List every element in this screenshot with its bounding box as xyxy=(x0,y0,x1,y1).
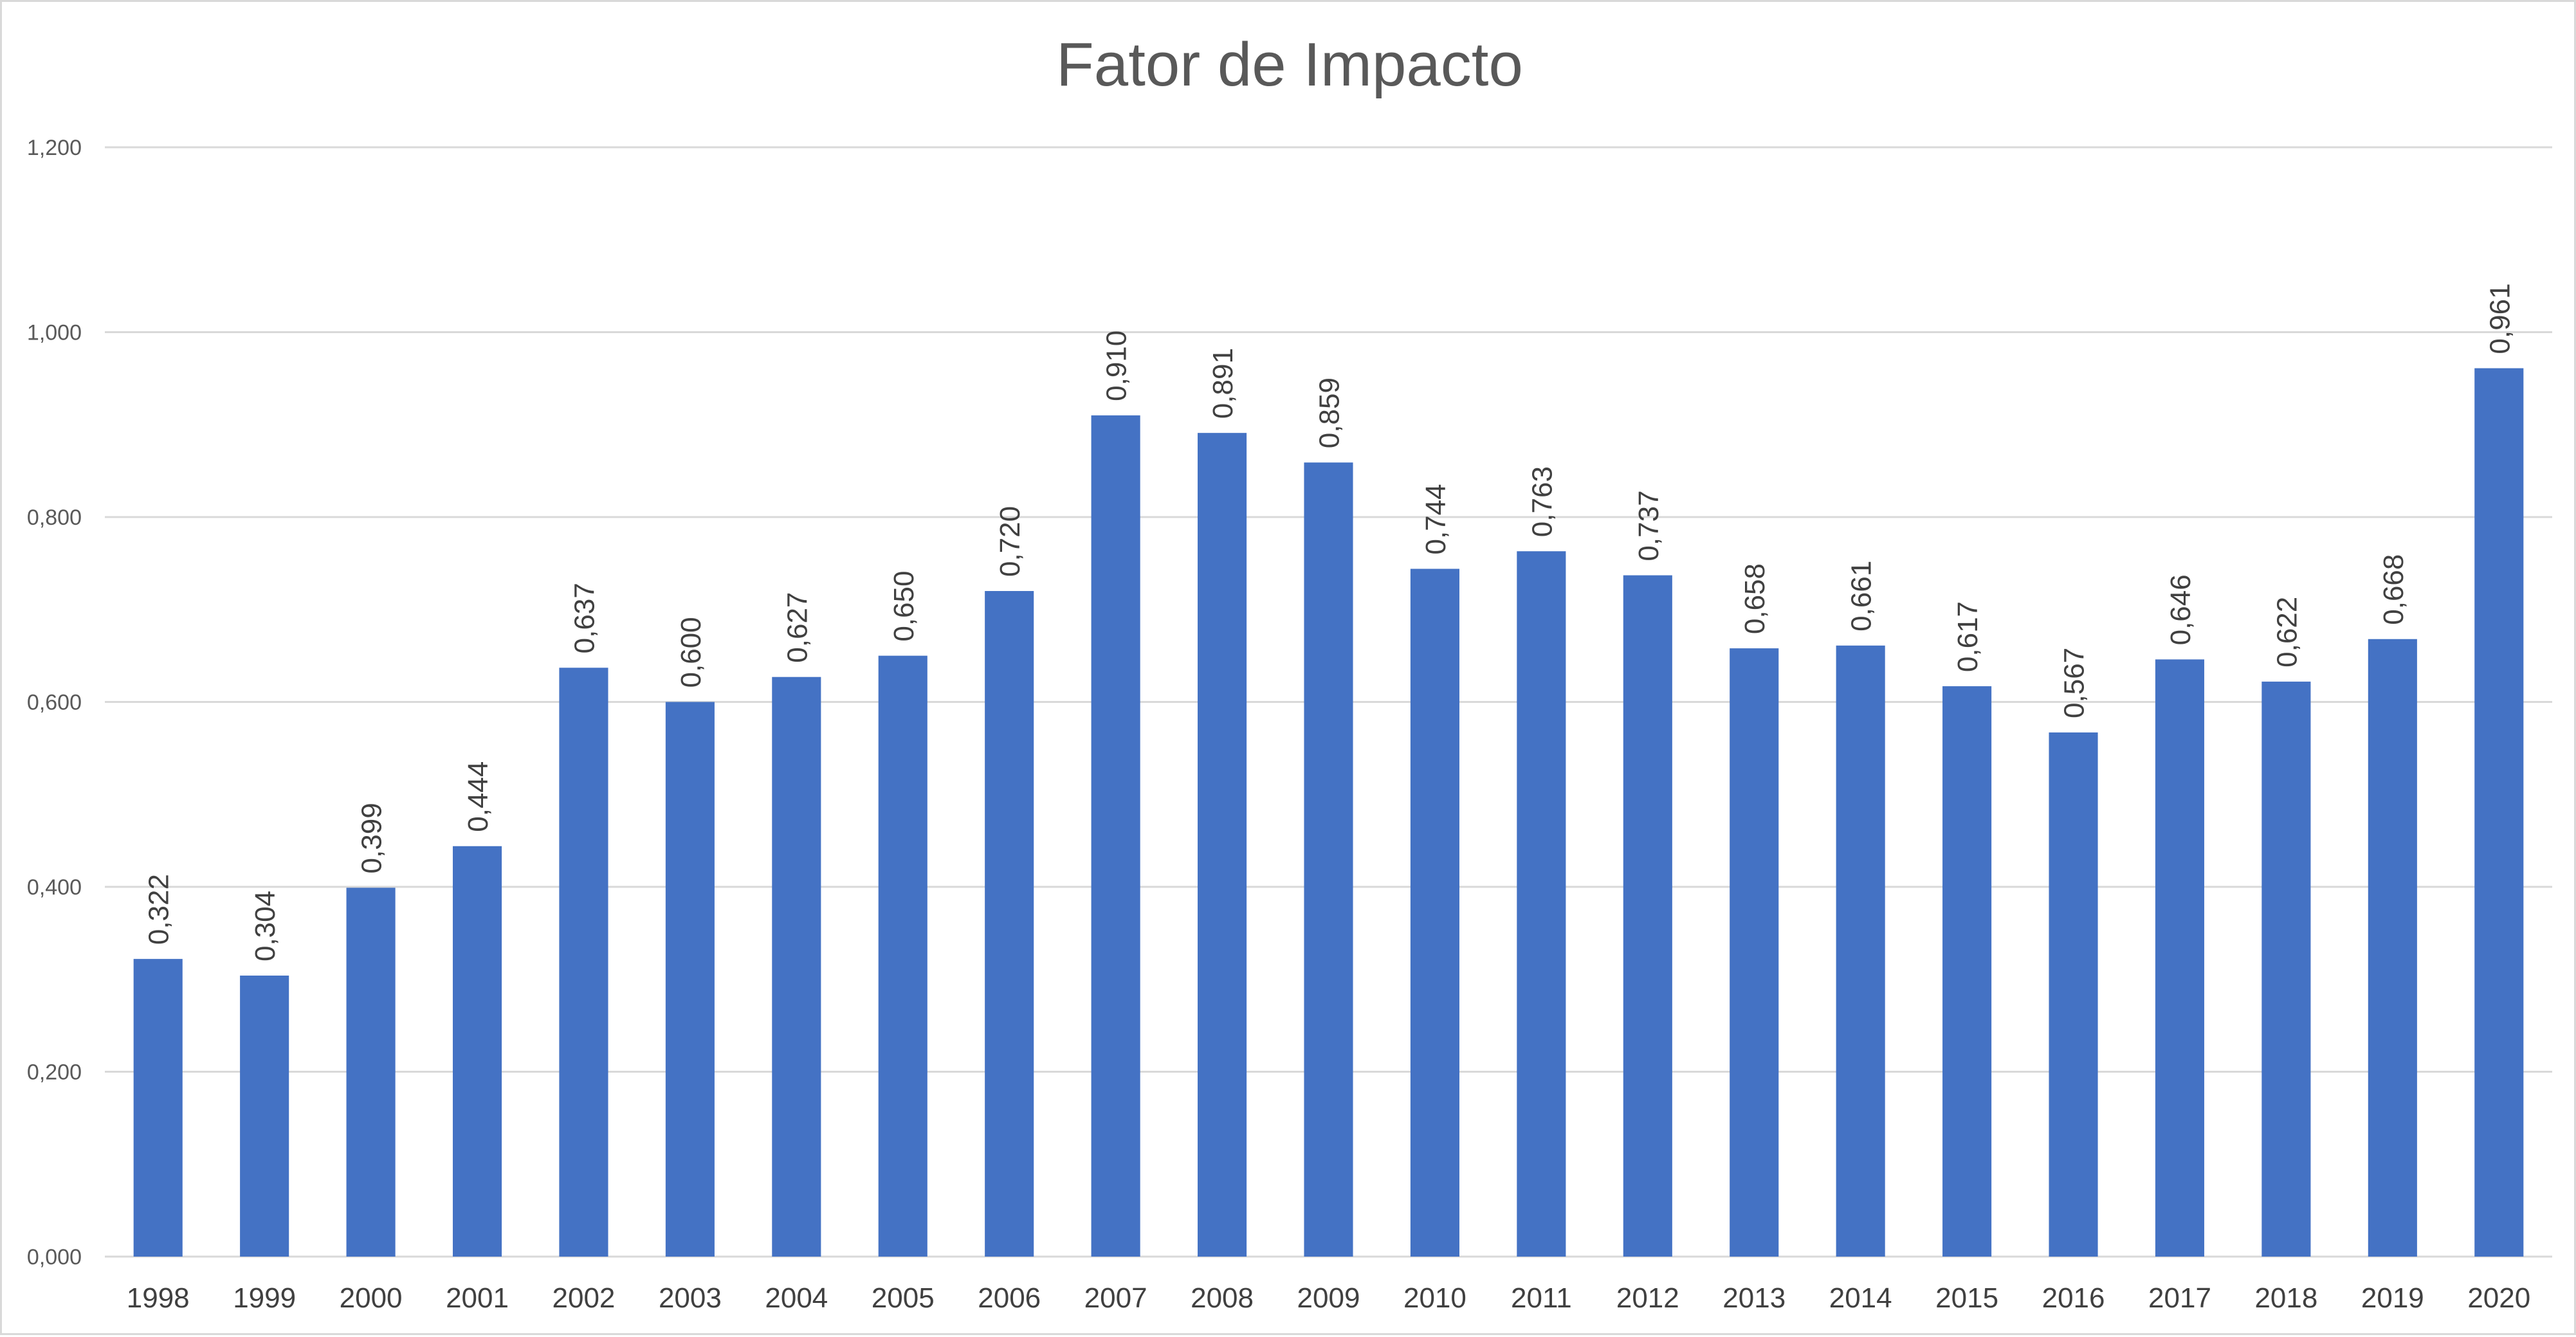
bar xyxy=(1304,462,1353,1257)
bar xyxy=(985,591,1034,1257)
chart-title: Fator de Impacto xyxy=(1056,30,1523,99)
x-tick-label: 2012 xyxy=(1616,1282,1679,1314)
bar xyxy=(2368,639,2417,1257)
bars xyxy=(133,368,2524,1257)
data-label: 0,322 xyxy=(143,874,175,945)
data-label: 0,399 xyxy=(356,803,388,873)
bar xyxy=(559,668,608,1257)
bar xyxy=(878,655,927,1257)
x-tick-label: 2004 xyxy=(765,1282,828,1314)
x-tick-label: 2000 xyxy=(340,1282,403,1314)
y-tick-label: 0,800 xyxy=(27,505,82,530)
data-labels: 0,322 0,304 0,399 0,444 0,637 0,600 0,627 0,650… xyxy=(143,283,2516,961)
x-tick-label: 2019 xyxy=(2361,1282,2424,1314)
bar xyxy=(1517,551,1566,1257)
bar xyxy=(1942,686,1992,1257)
bar xyxy=(2474,368,2524,1257)
data-label: 0,668 xyxy=(2378,554,2409,625)
data-label: 0,637 xyxy=(569,583,600,653)
bar xyxy=(2155,659,2205,1257)
data-label: 0,650 xyxy=(888,571,920,642)
data-label: 0,737 xyxy=(1633,490,1665,561)
bar xyxy=(1623,575,1672,1257)
data-label: 0,304 xyxy=(250,891,281,961)
x-tick-label: 2020 xyxy=(2467,1282,2530,1314)
data-label: 0,444 xyxy=(462,761,494,832)
x-tick-label: 2016 xyxy=(2042,1282,2105,1314)
x-tick-label: 2014 xyxy=(1829,1282,1892,1314)
data-label: 0,891 xyxy=(1207,348,1239,419)
x-tick-label: 2015 xyxy=(1935,1282,1998,1314)
y-tick-label: 0,400 xyxy=(27,875,82,900)
x-tick-label: 2018 xyxy=(2254,1282,2317,1314)
x-tick-label: 1999 xyxy=(233,1282,296,1314)
bar xyxy=(1091,415,1140,1257)
data-label: 0,661 xyxy=(1846,561,1877,632)
data-label: 0,859 xyxy=(1314,377,1346,448)
x-tick-label: 2006 xyxy=(978,1282,1041,1314)
bar xyxy=(2049,732,2098,1257)
data-label: 0,720 xyxy=(994,506,1026,577)
bar xyxy=(665,702,715,1257)
x-tick-label: 2008 xyxy=(1191,1282,1254,1314)
x-tick-label: 2002 xyxy=(553,1282,616,1314)
x-tick-label: 2011 xyxy=(1511,1282,1572,1314)
data-label: 0,622 xyxy=(2271,597,2303,668)
data-label: 0,567 xyxy=(2059,648,2090,718)
bar xyxy=(2261,681,2311,1257)
data-label: 0,600 xyxy=(675,617,707,687)
x-tick-label: 1998 xyxy=(127,1282,190,1314)
x-tick-label: 2007 xyxy=(1084,1282,1147,1314)
x-tick-label: 2003 xyxy=(659,1282,722,1314)
bar xyxy=(240,976,289,1257)
bar xyxy=(133,959,183,1257)
data-label: 0,646 xyxy=(2165,574,2197,645)
data-label: 0,763 xyxy=(1526,466,1558,537)
data-label: 0,961 xyxy=(2484,283,2516,354)
x-tick-label: 2013 xyxy=(1722,1282,1786,1314)
bar xyxy=(772,677,821,1257)
x-tick-label: 2009 xyxy=(1297,1282,1360,1314)
bar xyxy=(1410,568,1459,1257)
y-tick-label: 1,200 xyxy=(27,136,82,160)
bar xyxy=(346,887,396,1257)
bar xyxy=(1198,433,1247,1257)
data-label: 0,744 xyxy=(1420,484,1452,554)
data-label: 0,617 xyxy=(1952,601,1984,672)
data-label: 0,627 xyxy=(781,592,813,663)
x-tick-label: 2010 xyxy=(1403,1282,1466,1314)
y-axis-tick-labels: 0,000 0,200 0,400 0,600 0,800 1,000 1,200 xyxy=(27,136,82,1269)
data-label: 0,658 xyxy=(1739,563,1771,634)
bar xyxy=(452,846,502,1257)
y-tick-label: 1,000 xyxy=(27,321,82,345)
x-axis-category-labels: 1998 1999 2000 2001 2002 2003 2004 2005 2006 2007… xyxy=(127,1282,2530,1314)
y-tick-label: 0,000 xyxy=(27,1245,82,1269)
bar xyxy=(1730,648,1779,1257)
x-tick-label: 2017 xyxy=(2148,1282,2211,1314)
y-tick-label: 0,200 xyxy=(27,1060,82,1085)
bar xyxy=(1836,645,1885,1257)
data-label: 0,910 xyxy=(1101,331,1133,401)
x-tick-label: 2001 xyxy=(446,1282,509,1314)
y-tick-label: 0,600 xyxy=(27,691,82,715)
x-tick-label: 2005 xyxy=(872,1282,935,1314)
